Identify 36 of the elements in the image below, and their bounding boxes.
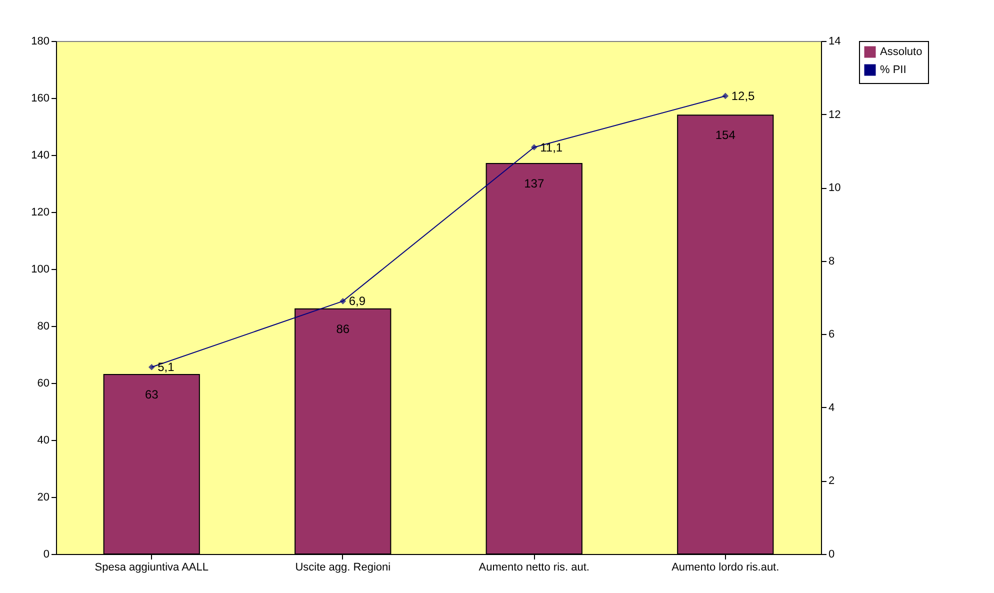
point <box>148 364 155 370</box>
y-tick-label: 80 <box>37 320 50 332</box>
y2-tick-label: 8 <box>828 255 835 268</box>
x-tick-label: Aumento lordo ris.aut. <box>672 562 780 574</box>
y2-tick-label: 0 <box>828 548 835 560</box>
point <box>340 298 346 304</box>
x-tick-label: Uscite agg. Regioni <box>295 562 391 574</box>
legend-label: % PII <box>880 64 906 76</box>
y-tick-label: 0 <box>43 548 50 560</box>
data-label: 11,1 <box>540 140 563 154</box>
point <box>530 144 538 150</box>
data-label: 154 <box>715 128 736 142</box>
y-tick-label: 140 <box>31 150 50 162</box>
data-label: 6,9 <box>348 294 366 308</box>
y2-tick-label: 12 <box>828 108 841 121</box>
y-tick-label: 180 <box>31 36 50 48</box>
data-label: 63 <box>144 387 159 402</box>
y2-tick-label: 14 <box>828 36 841 48</box>
y2-tick-label: 4 <box>828 402 835 414</box>
y-tick-label: 120 <box>31 206 50 218</box>
y2-tick-label: 6 <box>828 328 835 341</box>
point <box>722 92 729 100</box>
y-tick-label: 160 <box>31 92 50 104</box>
data-label: 12,5 <box>731 88 756 103</box>
y2-tick-label: 10 <box>828 182 841 194</box>
legend-label: Assoluto <box>880 46 922 58</box>
data-label: 5,1 <box>158 360 175 374</box>
y-tick-label: 100 <box>31 264 50 276</box>
x-tick-label: Aumento netto ris. aut. <box>478 562 590 574</box>
y-tick-label: 60 <box>37 378 50 390</box>
data-label: 137 <box>524 176 544 191</box>
y-tick-label: 40 <box>37 434 50 446</box>
y2-tick-label: 2 <box>828 475 835 488</box>
x-tick-label: Spesa aggiuntiva AALL <box>94 562 209 574</box>
data-label: 86 <box>336 322 350 336</box>
y-tick-label: 20 <box>37 492 50 504</box>
